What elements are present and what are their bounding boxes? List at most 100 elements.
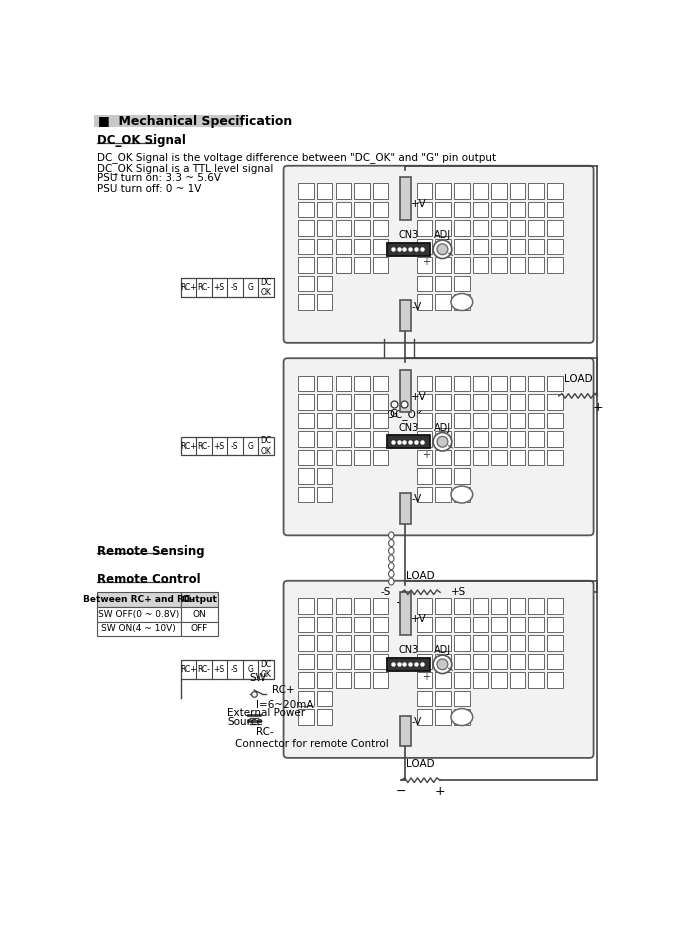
Bar <box>454 450 470 465</box>
Text: Remote Control: Remote Control <box>97 573 200 586</box>
Bar <box>354 202 370 217</box>
Bar <box>317 672 332 688</box>
Text: +S: +S <box>214 442 225 450</box>
Text: RC-: RC- <box>256 728 274 737</box>
Bar <box>298 691 314 706</box>
Ellipse shape <box>389 532 394 539</box>
Bar <box>454 394 470 410</box>
Bar <box>435 487 451 502</box>
Text: LOAD: LOAD <box>407 759 435 769</box>
Bar <box>528 394 544 410</box>
Bar <box>473 413 488 429</box>
Bar <box>473 636 488 651</box>
Text: OFF: OFF <box>190 624 208 634</box>
Bar <box>181 660 274 678</box>
Bar <box>354 654 370 669</box>
Bar <box>181 593 218 607</box>
Text: RC+: RC+ <box>272 685 295 695</box>
Bar <box>417 184 433 199</box>
Bar <box>510 672 526 688</box>
Bar <box>372 672 389 688</box>
Text: Between RC+ and RC-: Between RC+ and RC- <box>83 596 195 604</box>
Bar <box>298 432 314 446</box>
Bar <box>528 450 544 465</box>
Text: -S: -S <box>231 283 239 292</box>
Circle shape <box>433 240 452 258</box>
Ellipse shape <box>389 578 394 585</box>
Bar <box>335 617 351 632</box>
Bar <box>454 672 470 688</box>
Bar <box>510 432 526 446</box>
Bar <box>335 239 351 254</box>
Bar <box>435 450 451 465</box>
Bar <box>354 450 370 465</box>
Bar <box>317 636 332 651</box>
Ellipse shape <box>389 540 394 546</box>
Bar <box>298 469 314 484</box>
Text: DC_OK Signal is the voltage difference between "DC_OK" and "G" pin output: DC_OK Signal is the voltage difference b… <box>97 152 496 163</box>
Text: Output: Output <box>181 596 217 604</box>
Bar <box>317 617 332 632</box>
Text: -V: -V <box>412 717 421 727</box>
Ellipse shape <box>451 487 473 503</box>
Ellipse shape <box>389 555 394 562</box>
Text: SW ON(4 ~ 10V): SW ON(4 ~ 10V) <box>102 624 176 634</box>
Bar <box>454 184 470 199</box>
Bar <box>354 220 370 236</box>
Text: DC
OK: DC OK <box>260 660 272 679</box>
Bar <box>491 220 507 236</box>
Bar <box>547 376 563 391</box>
Bar <box>454 413 470 429</box>
Bar <box>435 598 451 614</box>
Bar <box>528 202 544 217</box>
Bar <box>417 598 433 614</box>
Bar <box>400 300 411 331</box>
Circle shape <box>433 432 452 451</box>
Bar <box>435 413 451 429</box>
Bar <box>435 220 451 236</box>
FancyBboxPatch shape <box>284 166 594 343</box>
Ellipse shape <box>389 563 394 569</box>
Bar <box>354 239 370 254</box>
Bar <box>417 202 433 217</box>
Bar <box>417 672 433 688</box>
Bar <box>94 115 242 128</box>
Text: Source: Source <box>227 718 263 728</box>
Bar <box>317 450 332 465</box>
Bar <box>473 672 488 688</box>
Bar <box>435 617 451 632</box>
Bar <box>435 295 451 309</box>
Bar <box>298 295 314 309</box>
Bar <box>547 239 563 254</box>
Bar <box>491 394 507 410</box>
Bar <box>528 220 544 236</box>
Bar <box>473 450 488 465</box>
Text: +S: +S <box>214 665 225 674</box>
Bar <box>335 636 351 651</box>
Bar <box>435 184 451 199</box>
Bar <box>435 239 451 254</box>
Bar <box>317 487 332 502</box>
Bar <box>400 716 411 747</box>
Bar <box>547 598 563 614</box>
Bar <box>528 413 544 429</box>
Bar <box>473 432 488 446</box>
Circle shape <box>437 244 448 254</box>
Ellipse shape <box>451 294 473 310</box>
Bar <box>298 709 314 725</box>
Bar <box>510 202 526 217</box>
Text: PSU turn off: 0 ~ 1V: PSU turn off: 0 ~ 1V <box>97 185 201 194</box>
Bar <box>335 220 351 236</box>
Bar <box>354 184 370 199</box>
Text: CN3: CN3 <box>398 230 419 240</box>
Text: ADJ: ADJ <box>434 423 451 433</box>
Text: External Power: External Power <box>227 708 305 719</box>
Text: +: + <box>422 257 430 267</box>
Ellipse shape <box>451 708 473 725</box>
Bar <box>417 709 433 725</box>
Bar <box>372 239 389 254</box>
Bar <box>454 654 470 669</box>
Text: +S: +S <box>214 283 225 292</box>
Bar <box>547 636 563 651</box>
Bar <box>400 593 411 635</box>
